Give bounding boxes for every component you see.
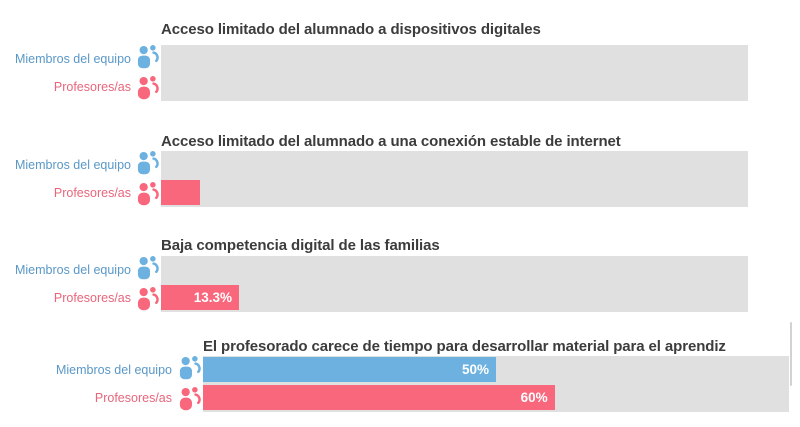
question-title: Acceso limitado del alumnado a dispositi…	[161, 21, 541, 38]
bar-teachers: 60%	[203, 385, 555, 410]
survey-question-section: Acceso limitado del alumnado a dispositi…	[0, 21, 800, 125]
bar-track	[161, 45, 748, 101]
survey-question-section: Baja competencia digital de las familias…	[0, 237, 800, 341]
bar-teachers	[161, 180, 201, 205]
bar-row-teachers	[161, 179, 748, 207]
people-icon	[136, 286, 159, 312]
question-title: Acceso limitado del alumnado a una conex…	[161, 133, 621, 150]
survey-question-section: Acceso limitado del alumnado a una conex…	[0, 133, 800, 237]
bar-row-teachers: 60%	[203, 384, 789, 412]
legend-label-members: Miembros del equipo	[55, 363, 172, 377]
scrollbar-thumb[interactable]	[790, 322, 792, 386]
survey-question-section: El profesorado carece de tiempo para des…	[0, 338, 800, 427]
people-icon	[178, 386, 201, 412]
people-icon	[136, 44, 159, 70]
bar-row-members: 50%	[203, 356, 789, 384]
bar-row-members	[161, 256, 748, 284]
bar-track	[161, 151, 748, 207]
people-icon	[136, 255, 159, 281]
legend-label-members: Miembros del equipo	[14, 52, 131, 66]
bar-track: 50% 60%	[203, 356, 789, 412]
legend-label-teachers: Profesores/as	[53, 80, 131, 94]
legend-label-teachers: Profesores/as	[94, 391, 172, 405]
bar-row-teachers	[161, 73, 748, 101]
legend-label-teachers: Profesores/as	[53, 291, 131, 305]
bar-members: 50%	[203, 357, 496, 382]
legend-label-members: Miembros del equipo	[14, 158, 131, 172]
bar-row-members	[161, 45, 748, 73]
bar-value-label: 60%	[520, 390, 548, 405]
people-icon	[136, 181, 159, 207]
legend-label-teachers: Profesores/as	[53, 186, 131, 200]
bar-teachers: 13.3%	[161, 285, 240, 310]
bar-value-label: 50%	[461, 362, 489, 377]
question-title: Baja competencia digital de las familias	[161, 237, 440, 254]
bar-row-teachers: 13.3%	[161, 284, 748, 312]
bar-value-label: 13.3%	[193, 290, 233, 305]
people-icon	[178, 355, 201, 381]
bar-track: 13.3%	[161, 256, 748, 312]
people-icon	[136, 150, 159, 176]
bar-row-members	[161, 151, 748, 179]
legend-label-members: Miembros del equipo	[14, 263, 131, 277]
people-icon	[136, 75, 159, 101]
question-title: El profesorado carece de tiempo para des…	[203, 338, 726, 355]
